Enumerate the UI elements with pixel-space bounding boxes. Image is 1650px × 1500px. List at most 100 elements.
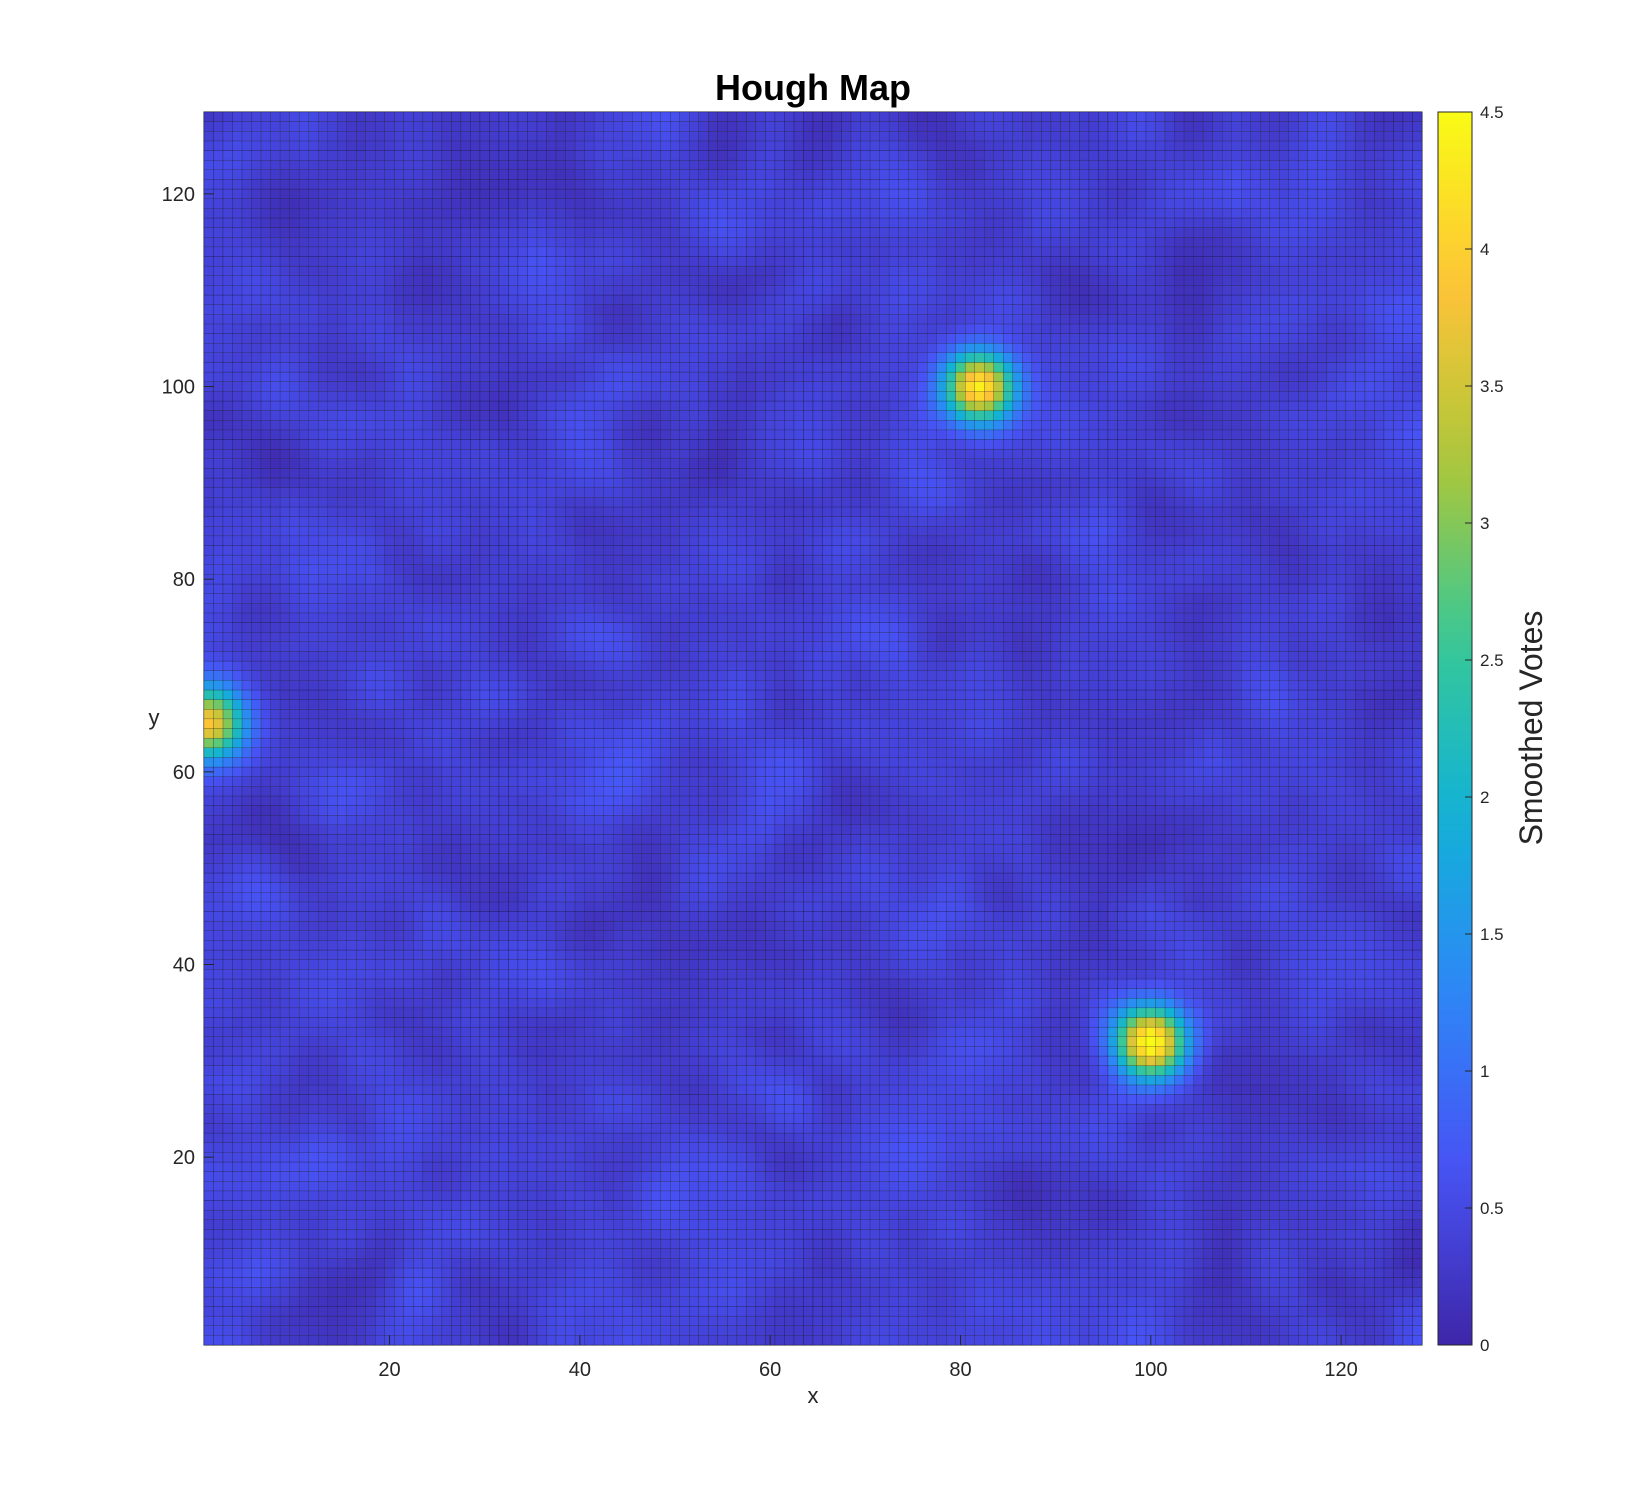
heatmap-cell bbox=[555, 1181, 566, 1192]
heatmap-cell bbox=[708, 1190, 719, 1201]
heatmap-cell bbox=[736, 978, 747, 989]
heatmap-cell bbox=[232, 1219, 243, 1230]
heatmap-cell bbox=[203, 1277, 214, 1288]
heatmap-cell bbox=[403, 1046, 414, 1057]
heatmap-cell bbox=[1241, 1007, 1251, 1018]
heatmap-cell bbox=[318, 1017, 328, 1028]
heatmap-cell bbox=[1193, 1036, 1204, 1047]
heatmap-cell bbox=[527, 1258, 538, 1269]
heatmap-cell bbox=[927, 1017, 937, 1028]
heatmap-cell bbox=[917, 1267, 928, 1278]
heatmap-cell bbox=[1355, 1277, 1366, 1288]
heatmap-cell bbox=[936, 1325, 947, 1336]
heatmap-cell bbox=[946, 1315, 956, 1326]
heatmap-cell bbox=[755, 1315, 766, 1326]
heatmap-cell bbox=[1402, 1026, 1413, 1037]
heatmap-cell bbox=[822, 1007, 833, 1018]
heatmap-cell bbox=[1088, 1325, 1099, 1336]
heatmap-cell bbox=[498, 1229, 509, 1240]
heatmap-cell bbox=[1221, 1287, 1232, 1298]
heatmap-cell bbox=[1107, 1132, 1118, 1143]
heatmap-cell bbox=[689, 1055, 699, 1066]
heatmap-cell bbox=[1088, 1171, 1099, 1182]
heatmap-cell bbox=[270, 1094, 281, 1105]
heatmap-cell bbox=[1041, 1026, 1052, 1037]
heatmap-cell bbox=[1393, 1190, 1404, 1201]
heatmap-cell bbox=[593, 1229, 604, 1240]
heatmap-cell bbox=[1260, 1171, 1270, 1182]
heatmap-cell bbox=[869, 1132, 880, 1143]
heatmap-cell bbox=[841, 1296, 852, 1307]
heatmap-cell bbox=[1183, 1325, 1194, 1336]
heatmap-cell bbox=[660, 1248, 671, 1259]
heatmap-cell bbox=[651, 1287, 661, 1298]
heatmap-cell bbox=[251, 969, 262, 980]
heatmap-cell bbox=[670, 1267, 680, 1278]
heatmap-cell bbox=[898, 1287, 909, 1298]
heatmap-cell bbox=[508, 1209, 519, 1220]
heatmap-cell bbox=[546, 1113, 557, 1124]
heatmap-cell bbox=[993, 1190, 1004, 1201]
heatmap-cell bbox=[593, 1335, 604, 1346]
heatmap-cell bbox=[984, 1287, 994, 1298]
heatmap-cell bbox=[1269, 1315, 1280, 1326]
heatmap-cell bbox=[822, 1094, 833, 1105]
heatmap-cell bbox=[479, 1132, 490, 1143]
heatmap-cell bbox=[1345, 1113, 1356, 1124]
heatmap-cell bbox=[1164, 1094, 1175, 1105]
heatmap-cell bbox=[1155, 1238, 1166, 1249]
heatmap-cell bbox=[279, 998, 290, 1009]
heatmap-cell bbox=[784, 1017, 795, 1028]
heatmap-cell bbox=[451, 1171, 462, 1182]
heatmap-cell bbox=[213, 1335, 224, 1346]
heatmap-cell bbox=[898, 1325, 909, 1336]
heatmap-cell bbox=[222, 1296, 233, 1307]
heatmap-cell bbox=[327, 1142, 338, 1153]
heatmap-cell bbox=[213, 969, 224, 980]
heatmap-cell bbox=[356, 1209, 366, 1220]
heatmap-cell bbox=[746, 1267, 757, 1278]
heatmap-cell bbox=[698, 1132, 709, 1143]
heatmap-cell bbox=[241, 998, 252, 1009]
heatmap-cell bbox=[1022, 1152, 1033, 1163]
heatmap-cell bbox=[346, 1335, 357, 1346]
heatmap-cell bbox=[1041, 1161, 1052, 1172]
heatmap-cell bbox=[1155, 1142, 1166, 1153]
heatmap-cell bbox=[584, 1315, 595, 1326]
heatmap-cell bbox=[394, 1200, 405, 1211]
heatmap-cell bbox=[670, 1132, 680, 1143]
heatmap-cell bbox=[831, 1161, 842, 1172]
heatmap-cell bbox=[1279, 1142, 1289, 1153]
heatmap-cell bbox=[479, 1104, 490, 1114]
heatmap-cell bbox=[888, 1152, 899, 1163]
heatmap-cell bbox=[1317, 1007, 1328, 1018]
heatmap-cell bbox=[1279, 1075, 1289, 1086]
heatmap-cell bbox=[841, 1123, 852, 1134]
heatmap-cell bbox=[1383, 1296, 1394, 1307]
heatmap-cell bbox=[755, 1181, 766, 1192]
heatmap-cell bbox=[907, 1017, 918, 1028]
heatmap-cell bbox=[318, 1181, 328, 1192]
heatmap-cell bbox=[850, 1152, 861, 1163]
heatmap-cell bbox=[651, 1219, 661, 1230]
heatmap-cell bbox=[1060, 988, 1071, 999]
heatmap-cell bbox=[1050, 1229, 1061, 1240]
heatmap-cell bbox=[584, 1306, 595, 1317]
heatmap-cell bbox=[812, 1055, 823, 1066]
heatmap-cell bbox=[1269, 1209, 1280, 1220]
heatmap-cell bbox=[651, 1248, 661, 1259]
heatmap-cell bbox=[270, 1229, 281, 1240]
heatmap-cell bbox=[679, 1113, 690, 1124]
heatmap-cell bbox=[289, 1017, 300, 1028]
heatmap-cell bbox=[755, 1113, 766, 1124]
heatmap-cell bbox=[517, 1238, 528, 1249]
heatmap-cell bbox=[1050, 1075, 1061, 1086]
heatmap-cell bbox=[1250, 1132, 1261, 1143]
heatmap-cell bbox=[375, 1306, 385, 1317]
heatmap-cell bbox=[203, 1248, 214, 1259]
heatmap-cell bbox=[603, 1190, 614, 1201]
heatmap-cell bbox=[574, 1277, 585, 1288]
heatmap-cell bbox=[479, 1248, 490, 1259]
heatmap-cell bbox=[698, 1287, 709, 1298]
heatmap-cell bbox=[384, 1277, 395, 1288]
